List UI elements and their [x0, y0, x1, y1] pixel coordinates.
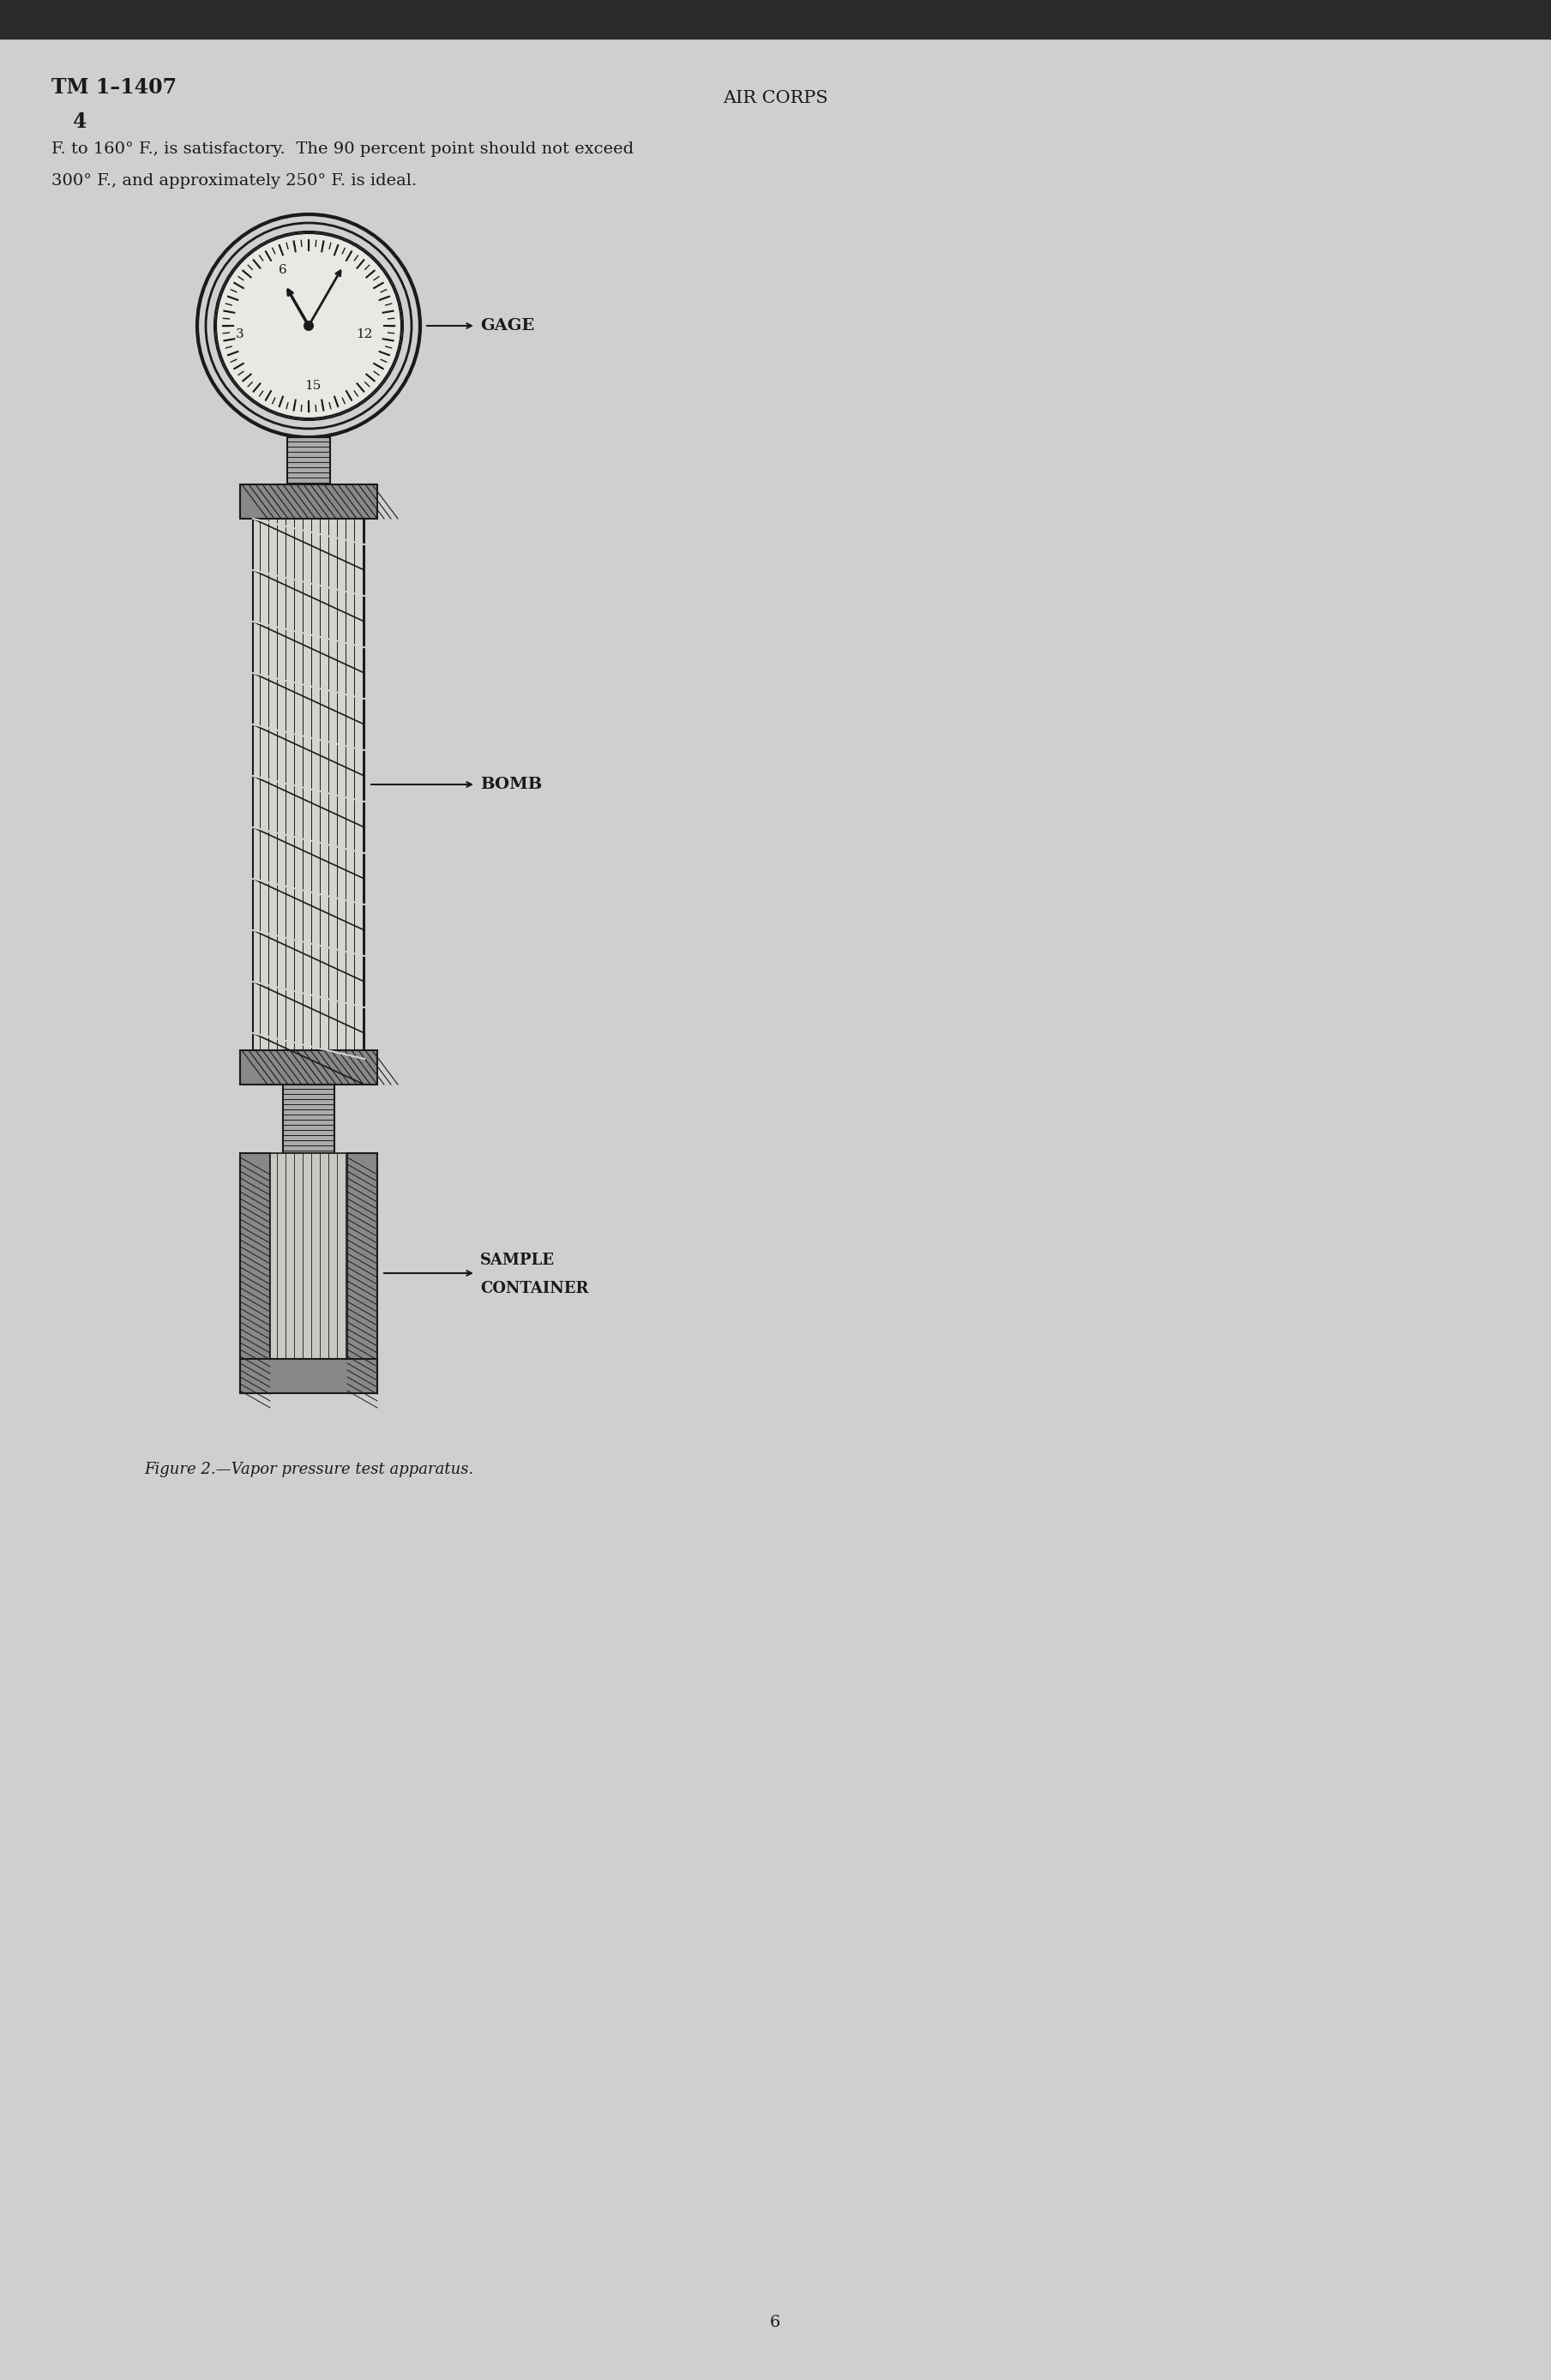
Bar [282, 1085, 335, 1154]
Bar [240, 1050, 377, 1085]
Bar [347, 1154, 377, 1392]
Text: 6: 6 [769, 2316, 780, 2330]
Bar [240, 1154, 270, 1392]
Text: BOMB: BOMB [481, 776, 543, 793]
Bar [240, 486, 377, 519]
Text: CONTAINER: CONTAINER [481, 1280, 588, 1297]
Bar [0, 0, 1551, 38]
Text: AIR CORPS: AIR CORPS [723, 90, 828, 107]
Text: 3: 3 [236, 328, 244, 340]
Text: 12: 12 [357, 328, 372, 340]
Text: TM 1–1407: TM 1–1407 [51, 76, 177, 98]
Circle shape [304, 321, 313, 331]
Text: F. to 160° F., is satisfactory.  The 90 percent point should not exceed: F. to 160° F., is satisfactory. The 90 p… [51, 140, 634, 157]
Bar [287, 438, 330, 486]
Text: SAMPLE: SAMPLE [481, 1252, 555, 1269]
Text: Figure 2.—Vapor pressure test apparatus.: Figure 2.—Vapor pressure test apparatus. [144, 1461, 473, 1478]
Circle shape [216, 233, 402, 419]
Text: 15: 15 [304, 381, 321, 393]
Text: 6: 6 [279, 264, 287, 276]
Bar [240, 1359, 377, 1392]
Text: GAGE: GAGE [481, 319, 535, 333]
Text: 4: 4 [73, 112, 87, 131]
Bar [253, 519, 364, 1050]
Bar [270, 1154, 347, 1359]
Text: 300° F., and approximately 250° F. is ideal.: 300° F., and approximately 250° F. is id… [51, 174, 417, 188]
